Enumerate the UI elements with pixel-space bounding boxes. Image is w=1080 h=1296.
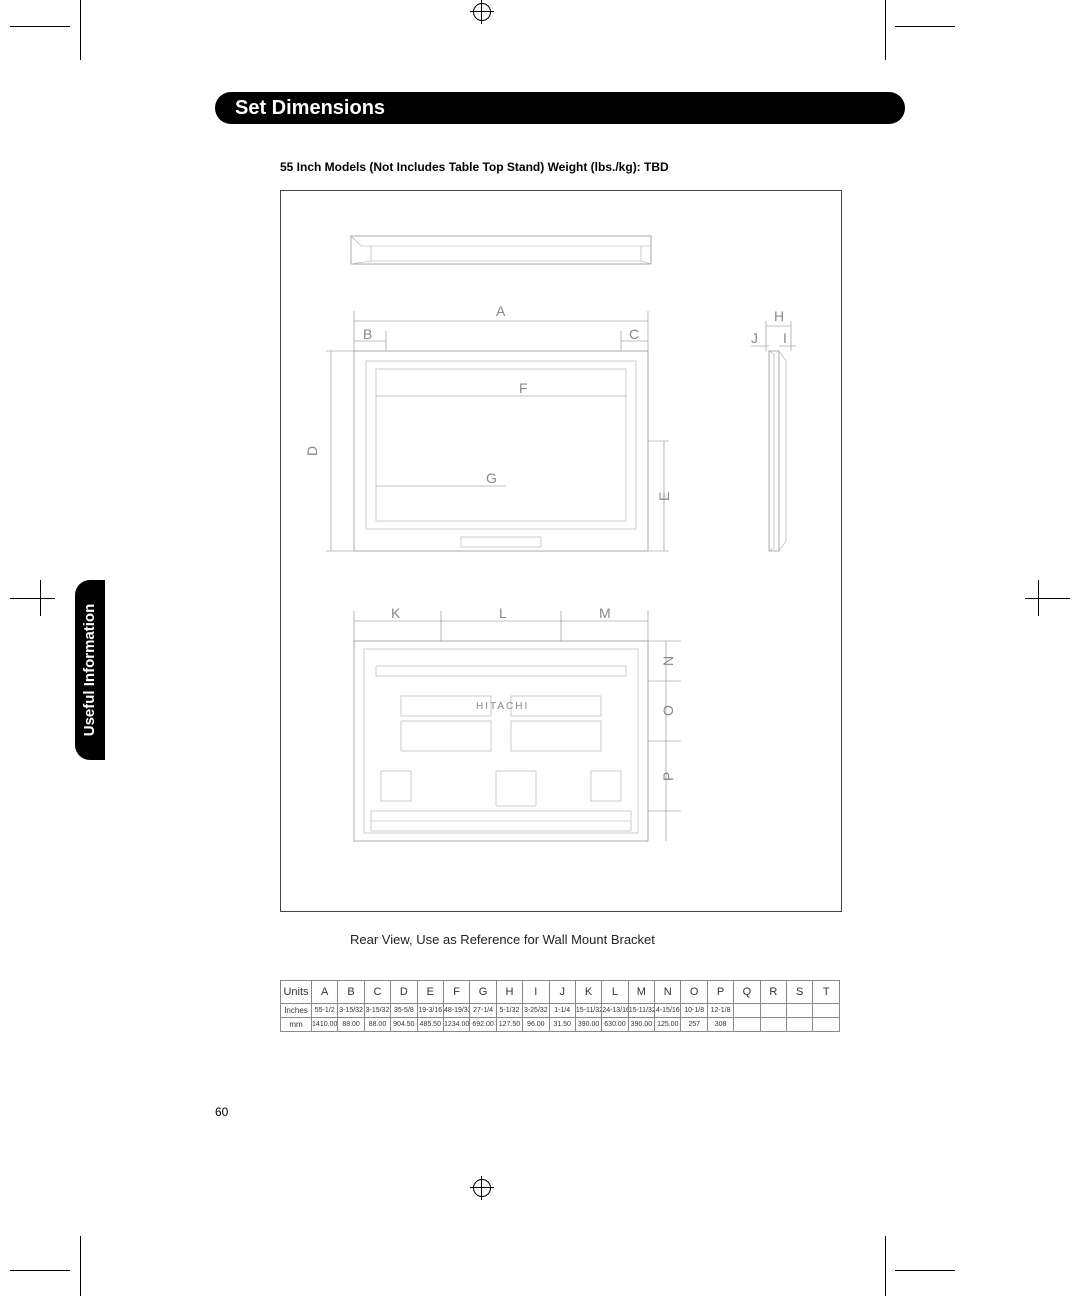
dim-letter-E: E xyxy=(656,492,672,501)
table-cell: 55-1/2 xyxy=(312,1004,338,1018)
table-cell: 88.00 xyxy=(338,1018,364,1032)
dim-letter-L: L xyxy=(499,605,507,621)
table-cell xyxy=(813,1004,840,1018)
table-cell: 19-3/16 xyxy=(417,1004,443,1018)
table-cell: 4-15/16 xyxy=(655,1004,681,1018)
section-title: Set Dimensions xyxy=(215,92,905,124)
table-col-P: P xyxy=(707,981,733,1004)
table-col-J: J xyxy=(549,981,575,1004)
table-cell: 125.00 xyxy=(655,1018,681,1032)
table-cell: 1-1/4 xyxy=(549,1004,575,1018)
table-col-D: D xyxy=(391,981,417,1004)
table-col-F: F xyxy=(443,981,469,1004)
table-cell: 15-11/32 xyxy=(628,1004,654,1018)
table-cell: mm xyxy=(281,1018,312,1032)
dim-letter-O: O xyxy=(660,705,676,716)
table-cell: 257 xyxy=(681,1018,707,1032)
table-cell: 12-1/8 xyxy=(707,1004,733,1018)
table-col-Units: Units xyxy=(281,981,312,1004)
table-cell: 24-13/16 xyxy=(602,1004,628,1018)
table-cell: Inches xyxy=(281,1004,312,1018)
table-col-A: A xyxy=(312,981,338,1004)
table-col-C: C xyxy=(364,981,390,1004)
table-row: Inches55-1/23-15/323-15/3235-5/819-3/164… xyxy=(281,1004,840,1018)
table-cell: 3-15/32 xyxy=(364,1004,390,1018)
table-cell xyxy=(787,1004,813,1018)
side-tab: Useful Information xyxy=(75,580,105,760)
table-cell: 390.00 xyxy=(575,1018,601,1032)
table-cell: 390.00 xyxy=(628,1018,654,1032)
table-cell: 1234.00 xyxy=(443,1018,469,1032)
table-row: mm1410.0088.0088.00904.50485.501234.0069… xyxy=(281,1018,840,1032)
dim-letter-K: K xyxy=(391,605,401,621)
table-cell: 5-1/32 xyxy=(496,1004,522,1018)
dim-letter-D: D xyxy=(304,446,320,456)
table-cell xyxy=(760,1018,786,1032)
table-col-K: K xyxy=(575,981,601,1004)
table-col-I: I xyxy=(523,981,549,1004)
table-cell: 48-19/32 xyxy=(443,1004,469,1018)
table-cell: 88.00 xyxy=(364,1018,390,1032)
table-cell: 127.50 xyxy=(496,1018,522,1032)
table-cell xyxy=(760,1004,786,1018)
table-col-L: L xyxy=(602,981,628,1004)
table-cell: 692.00 xyxy=(470,1018,496,1032)
dimension-diagram: A B C F G D xyxy=(280,190,842,912)
table-cell: 35-5/8 xyxy=(391,1004,417,1018)
section-title-text: Set Dimensions xyxy=(235,97,385,120)
table-col-R: R xyxy=(760,981,786,1004)
table-cell: 27-1/4 xyxy=(470,1004,496,1018)
table-cell: 31.50 xyxy=(549,1018,575,1032)
table-cell xyxy=(787,1018,813,1032)
table-cell xyxy=(734,1018,760,1032)
table-cell: 15-11/32 xyxy=(575,1004,601,1018)
table-cell: 96.00 xyxy=(523,1018,549,1032)
table-col-Q: Q xyxy=(734,981,760,1004)
dim-letter-M: M xyxy=(599,605,611,621)
table-cell: 1410.00 xyxy=(312,1018,338,1032)
table-col-E: E xyxy=(417,981,443,1004)
dim-letter-F: F xyxy=(519,380,528,396)
dim-letter-J: J xyxy=(751,330,758,346)
table-cell: 630.00 xyxy=(602,1018,628,1032)
table-cell: 308 xyxy=(707,1018,733,1032)
table-cell: 3-25/32 xyxy=(523,1004,549,1018)
dim-letter-C: C xyxy=(629,326,639,342)
svg-text:HITACHI: HITACHI xyxy=(476,701,529,712)
dim-letter-N: N xyxy=(660,656,676,666)
dim-letter-H: H xyxy=(774,308,784,324)
table-col-G: G xyxy=(470,981,496,1004)
table-col-T: T xyxy=(813,981,840,1004)
table-col-H: H xyxy=(496,981,522,1004)
dim-letter-A: A xyxy=(496,303,506,319)
table-col-N: N xyxy=(655,981,681,1004)
table-col-M: M xyxy=(628,981,654,1004)
table-col-O: O xyxy=(681,981,707,1004)
table-cell: 10-1/8 xyxy=(681,1004,707,1018)
page-number: 60 xyxy=(215,1105,228,1119)
table-col-B: B xyxy=(338,981,364,1004)
table-cell: 904.50 xyxy=(391,1018,417,1032)
dim-letter-P: P xyxy=(660,772,676,781)
model-subtitle: 55 Inch Models (Not Includes Table Top S… xyxy=(280,160,669,174)
table-cell: 485.50 xyxy=(417,1018,443,1032)
dim-letter-G: G xyxy=(486,470,497,486)
rear-view-caption: Rear View, Use as Reference for Wall Mou… xyxy=(350,932,655,947)
table-cell xyxy=(734,1004,760,1018)
table-col-S: S xyxy=(787,981,813,1004)
dimension-table: UnitsABCDEFGHIJKLMNOPQRST Inches55-1/23-… xyxy=(280,980,840,1032)
table-cell xyxy=(813,1018,840,1032)
table-cell: 3-15/32 xyxy=(338,1004,364,1018)
dim-letter-B: B xyxy=(363,326,372,342)
dim-letter-I: I xyxy=(783,330,787,346)
